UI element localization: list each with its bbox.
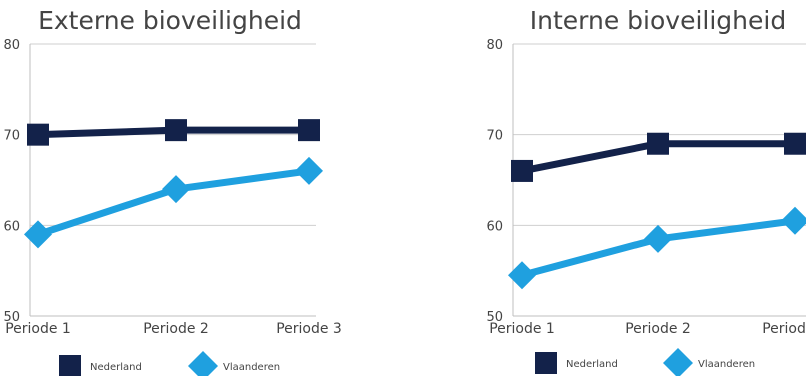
data-point-nederland bbox=[784, 132, 806, 155]
chart-title: Interne bioveiligheid bbox=[530, 6, 786, 35]
legend-label: Vlaanderen bbox=[223, 362, 280, 373]
chart-title: Externe bioveiligheid bbox=[38, 6, 302, 35]
data-point-vlaanderen bbox=[295, 156, 323, 185]
x-tick-label: Periode 1 bbox=[5, 321, 71, 337]
legend-swatch bbox=[59, 355, 81, 377]
legend-swatch bbox=[663, 348, 693, 378]
legend-swatch bbox=[188, 351, 218, 380]
data-point-vlaanderen bbox=[508, 261, 536, 290]
legend-label: Nederland bbox=[90, 362, 142, 373]
data-point-nederland bbox=[647, 132, 669, 155]
data-point-vlaanderen bbox=[644, 224, 672, 253]
data-point-nederland bbox=[165, 119, 187, 142]
chart-externe-bioveiligheid: Externe bioveiligheid 50 60 70 80 Periode 1 P… bbox=[3, 6, 342, 380]
x-tick-label: Periode 2 bbox=[143, 321, 209, 337]
data-point-vlaanderen bbox=[781, 206, 806, 235]
data-point-nederland bbox=[27, 123, 49, 146]
legend-label: Vlaanderen bbox=[698, 359, 755, 370]
x-tick-label: Periode 1 bbox=[489, 321, 555, 337]
data-point-vlaanderen bbox=[24, 220, 52, 249]
legend-swatch bbox=[535, 352, 557, 374]
y-tick-label: 80 bbox=[3, 38, 20, 53]
data-point-nederland bbox=[298, 119, 320, 142]
y-tick-label: 50 bbox=[486, 310, 503, 325]
x-tick-label: Periode 3 bbox=[276, 321, 342, 337]
y-tick-label: 70 bbox=[486, 129, 503, 144]
y-tick-label: 70 bbox=[3, 129, 20, 144]
data-point-vlaanderen bbox=[162, 175, 190, 204]
y-tick-label: 50 bbox=[3, 310, 20, 325]
legend-label: Nederland bbox=[566, 359, 618, 370]
y-tick-label: 80 bbox=[486, 38, 503, 53]
data-point-nederland bbox=[511, 159, 533, 182]
chart-interne-bioveiligheid: Interne bioveiligheid 50 60 70 80 Periode 1 P… bbox=[486, 6, 806, 378]
x-tick-label: Periode 3 bbox=[762, 321, 806, 337]
y-tick-label: 60 bbox=[3, 219, 20, 234]
x-tick-label: Periode 2 bbox=[625, 321, 691, 337]
y-tick-label: 60 bbox=[486, 219, 503, 234]
